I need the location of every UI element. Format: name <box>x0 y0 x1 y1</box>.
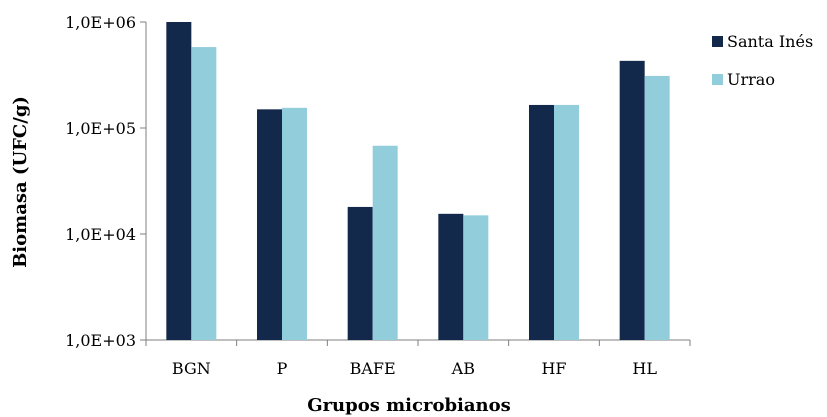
bar-bgn-series-2 <box>191 47 217 341</box>
bar-p-series-2 <box>282 107 307 341</box>
bar-hl-series-1 <box>619 60 645 340</box>
bar-bafe-series-2 <box>372 145 398 340</box>
y-tick-label: 1,0E+03 <box>65 331 136 350</box>
y-tick-label: 1,0E+05 <box>65 119 136 138</box>
y-axis: 1,0E+03 1,0E+04 1,0E+05 1,0E+06 <box>65 13 147 350</box>
y-axis-title: Biomasa (UFC/g) <box>10 96 31 268</box>
bar-ab-series-1 <box>438 213 464 340</box>
x-tick-label: HL <box>632 359 657 378</box>
x-tick-label: BAFE <box>350 359 396 378</box>
bar-hf-series-2 <box>554 104 579 340</box>
legend-swatch <box>712 36 723 47</box>
bar-bafe-series-1 <box>347 206 373 340</box>
category-labels: BGN P BAFE AB HF HL <box>172 359 657 378</box>
legend-label: Santa Inés <box>727 32 813 51</box>
x-tick-label: AB <box>451 359 475 378</box>
bar-hl-series-2 <box>644 75 670 341</box>
x-tick-label: HF <box>541 359 566 378</box>
x-axis <box>145 339 691 346</box>
y-tick-label: 1,0E+06 <box>65 13 136 32</box>
y-tick-label: 1,0E+04 <box>65 225 136 244</box>
x-tick-label: P <box>277 359 288 378</box>
bars <box>166 22 670 341</box>
bar-ab-series-2 <box>463 215 489 340</box>
x-axis-title: Grupos microbianos <box>307 395 511 416</box>
legend-swatch <box>712 74 723 85</box>
x-tick-label: BGN <box>172 359 211 378</box>
legend-label: Urrao <box>727 70 775 89</box>
bar-p-series-1 <box>257 109 282 341</box>
bar-hf-series-1 <box>529 104 554 340</box>
bar-bgn-series-1 <box>166 22 192 340</box>
legend: Santa Inés Urrao <box>712 32 813 89</box>
